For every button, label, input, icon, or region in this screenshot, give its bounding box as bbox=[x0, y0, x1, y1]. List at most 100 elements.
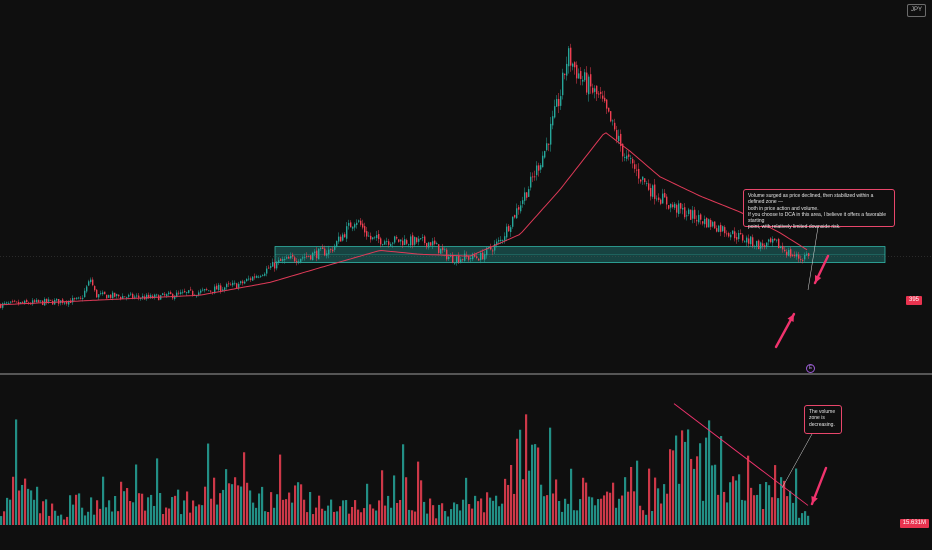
candle-body bbox=[118, 294, 120, 297]
volume-bar bbox=[129, 501, 132, 525]
candle-body bbox=[78, 297, 80, 299]
candle-body bbox=[148, 294, 150, 298]
candle-body bbox=[102, 292, 104, 295]
volume-bar bbox=[15, 419, 18, 525]
candle-body bbox=[436, 243, 438, 245]
candle-body bbox=[108, 295, 110, 298]
volume-bar bbox=[486, 492, 489, 525]
candle-body bbox=[212, 291, 214, 293]
candle-body bbox=[400, 239, 402, 242]
candle-body bbox=[640, 179, 642, 182]
volume-bar bbox=[240, 486, 243, 525]
candle-body bbox=[434, 240, 436, 244]
event-marker-icon[interactable]: E bbox=[806, 364, 815, 373]
candle-body bbox=[402, 240, 404, 246]
candle-body bbox=[276, 261, 278, 269]
volume-bar bbox=[36, 486, 39, 525]
candle-body bbox=[216, 285, 218, 290]
candle-body bbox=[376, 235, 378, 239]
volume-bar bbox=[792, 502, 795, 525]
candle-body bbox=[474, 254, 476, 257]
candle-body bbox=[500, 239, 502, 241]
candle-body bbox=[524, 192, 526, 201]
volume-bar bbox=[555, 479, 558, 525]
currency-label[interactable]: JPY bbox=[906, 4, 926, 17]
candle-body bbox=[622, 143, 624, 157]
candle-body bbox=[724, 227, 726, 234]
candle-body bbox=[668, 205, 670, 209]
volume-bar bbox=[510, 464, 513, 525]
candle-body bbox=[464, 253, 466, 261]
candle-body bbox=[364, 226, 366, 233]
volume-bar bbox=[564, 498, 567, 525]
candle-body bbox=[696, 220, 698, 222]
volume-bar bbox=[162, 514, 165, 525]
candle-body bbox=[68, 300, 70, 305]
volume-bar bbox=[336, 511, 339, 525]
volume-bar bbox=[318, 495, 321, 525]
candle-body bbox=[438, 244, 440, 253]
volume-bar bbox=[321, 508, 324, 525]
candle-body bbox=[132, 293, 134, 298]
candle-body bbox=[476, 256, 478, 258]
candle-body bbox=[518, 207, 520, 210]
candle-body bbox=[726, 233, 728, 235]
candle-body bbox=[626, 155, 628, 159]
candle-body bbox=[48, 299, 50, 302]
volume-bar bbox=[684, 441, 687, 525]
volume-bar bbox=[678, 483, 681, 525]
candle-body bbox=[418, 238, 420, 242]
candle-body bbox=[572, 63, 574, 67]
candle-body bbox=[382, 244, 384, 245]
volume-bar bbox=[546, 495, 549, 525]
candle-body bbox=[230, 284, 232, 286]
candle-body bbox=[314, 251, 316, 254]
candle-body bbox=[258, 276, 260, 278]
volume-bar bbox=[567, 503, 570, 525]
candle-body bbox=[690, 209, 692, 220]
candle-body bbox=[228, 283, 230, 285]
candle-body bbox=[444, 249, 446, 251]
candle-body bbox=[334, 245, 336, 250]
volume-bar bbox=[624, 477, 627, 525]
volume-bar bbox=[60, 514, 63, 525]
candle-body bbox=[504, 236, 506, 241]
candle-body bbox=[30, 303, 32, 305]
candle-body bbox=[168, 292, 170, 295]
candle-body bbox=[280, 259, 282, 261]
candle-body bbox=[356, 222, 358, 225]
candle-body bbox=[188, 290, 190, 293]
volume-bar bbox=[585, 482, 588, 525]
candle-body bbox=[660, 199, 662, 204]
candle-body bbox=[222, 289, 224, 291]
candle-body bbox=[248, 278, 250, 280]
candle-body bbox=[512, 216, 514, 227]
candle-body bbox=[796, 253, 798, 257]
volume-bar bbox=[150, 494, 153, 525]
candle-body bbox=[360, 220, 362, 225]
candle-body bbox=[72, 297, 74, 303]
last-volume-badge: 15.631M bbox=[899, 519, 929, 528]
candle-body bbox=[702, 221, 704, 224]
candle-body bbox=[310, 255, 312, 260]
candle-body bbox=[92, 279, 94, 286]
volume-bar bbox=[366, 483, 369, 525]
candle-body bbox=[384, 241, 386, 245]
volume-bar bbox=[405, 477, 408, 525]
candle-body bbox=[442, 247, 444, 251]
candle-body bbox=[0, 304, 2, 308]
candle-body bbox=[210, 290, 212, 292]
candle-body bbox=[682, 207, 684, 210]
candle-body bbox=[4, 302, 6, 304]
candle-body bbox=[332, 249, 334, 252]
candle-body bbox=[398, 239, 400, 242]
volume-trendline bbox=[673, 403, 809, 506]
volume-bar bbox=[474, 495, 477, 525]
candle-body bbox=[358, 220, 360, 222]
volume-bar bbox=[804, 511, 807, 525]
candle-body bbox=[778, 238, 780, 249]
volume-bar bbox=[561, 511, 564, 525]
volume-bar bbox=[393, 475, 396, 525]
candle-body bbox=[792, 255, 794, 257]
